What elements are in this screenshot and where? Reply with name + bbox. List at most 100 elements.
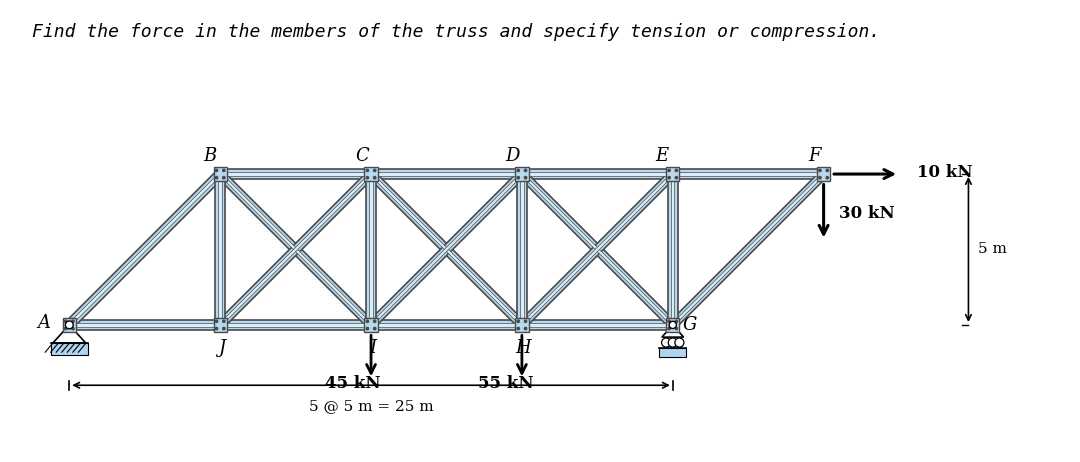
- Circle shape: [215, 320, 218, 322]
- Circle shape: [366, 320, 368, 322]
- Polygon shape: [673, 169, 824, 179]
- Polygon shape: [667, 174, 677, 325]
- Polygon shape: [217, 171, 374, 328]
- Polygon shape: [368, 171, 525, 328]
- Text: F: F: [808, 147, 821, 165]
- Circle shape: [667, 320, 671, 322]
- Text: A: A: [37, 315, 50, 332]
- Polygon shape: [662, 325, 684, 337]
- Text: Find the force in the members of the truss and specify tension or compression.: Find the force in the members of the tru…: [32, 23, 880, 41]
- Polygon shape: [69, 320, 220, 330]
- Polygon shape: [372, 320, 522, 330]
- Polygon shape: [521, 174, 524, 325]
- Text: B: B: [203, 147, 216, 165]
- Polygon shape: [672, 173, 825, 326]
- Circle shape: [66, 321, 73, 329]
- Bar: [51, 343, 87, 355]
- Text: I: I: [369, 339, 376, 357]
- Polygon shape: [68, 173, 221, 326]
- Bar: [816, 167, 831, 181]
- Text: E: E: [656, 147, 669, 165]
- Polygon shape: [218, 174, 221, 325]
- Circle shape: [517, 176, 519, 179]
- Polygon shape: [217, 171, 374, 328]
- Polygon shape: [372, 169, 522, 179]
- Polygon shape: [219, 173, 373, 326]
- Circle shape: [667, 169, 671, 171]
- Polygon shape: [521, 173, 674, 326]
- Circle shape: [525, 328, 527, 330]
- Circle shape: [374, 320, 376, 322]
- Bar: [515, 167, 528, 181]
- Polygon shape: [370, 173, 523, 326]
- Circle shape: [222, 320, 225, 322]
- Polygon shape: [372, 323, 522, 327]
- Text: H: H: [515, 339, 531, 357]
- Polygon shape: [372, 172, 522, 176]
- Text: J: J: [218, 339, 226, 357]
- Circle shape: [374, 328, 376, 330]
- Circle shape: [826, 169, 828, 171]
- Circle shape: [517, 328, 519, 330]
- Circle shape: [222, 328, 225, 330]
- Polygon shape: [517, 174, 527, 325]
- Bar: [364, 167, 378, 181]
- Polygon shape: [673, 172, 824, 176]
- Polygon shape: [369, 174, 373, 325]
- Circle shape: [669, 338, 677, 347]
- Circle shape: [675, 328, 677, 330]
- Polygon shape: [220, 169, 372, 179]
- Circle shape: [819, 176, 821, 179]
- Circle shape: [525, 176, 527, 179]
- Polygon shape: [220, 172, 372, 176]
- Text: C: C: [355, 147, 369, 165]
- Polygon shape: [366, 174, 376, 325]
- Circle shape: [675, 169, 677, 171]
- Polygon shape: [670, 171, 826, 328]
- Bar: [364, 318, 378, 332]
- Polygon shape: [518, 171, 676, 328]
- Circle shape: [826, 176, 828, 179]
- Polygon shape: [220, 323, 372, 327]
- Polygon shape: [215, 174, 225, 325]
- Circle shape: [222, 169, 225, 171]
- Circle shape: [675, 320, 677, 322]
- Circle shape: [65, 328, 67, 330]
- Circle shape: [366, 169, 368, 171]
- Polygon shape: [521, 173, 674, 326]
- Polygon shape: [370, 173, 523, 326]
- Circle shape: [65, 320, 67, 322]
- Polygon shape: [69, 323, 220, 327]
- Circle shape: [366, 328, 368, 330]
- Text: D: D: [505, 147, 521, 165]
- Polygon shape: [522, 323, 673, 327]
- Bar: [515, 318, 528, 332]
- Circle shape: [675, 176, 677, 179]
- Bar: [63, 318, 76, 332]
- Circle shape: [215, 169, 218, 171]
- Polygon shape: [522, 172, 673, 176]
- Polygon shape: [518, 171, 676, 328]
- Bar: [666, 318, 679, 332]
- Circle shape: [662, 338, 671, 347]
- Circle shape: [819, 169, 821, 171]
- Bar: [666, 167, 679, 181]
- Circle shape: [667, 328, 671, 330]
- Bar: [214, 167, 227, 181]
- Polygon shape: [66, 170, 224, 328]
- Polygon shape: [671, 174, 674, 325]
- Text: 45 kN: 45 kN: [325, 375, 380, 392]
- Circle shape: [215, 328, 218, 330]
- Polygon shape: [53, 325, 86, 343]
- Circle shape: [517, 169, 519, 171]
- Text: 30 kN: 30 kN: [839, 205, 894, 222]
- Bar: [214, 318, 227, 332]
- Polygon shape: [522, 169, 673, 179]
- Circle shape: [675, 338, 684, 347]
- Circle shape: [215, 176, 218, 179]
- Text: 5 m: 5 m: [977, 243, 1007, 256]
- Polygon shape: [219, 173, 373, 326]
- Circle shape: [525, 169, 527, 171]
- Circle shape: [71, 328, 75, 330]
- Circle shape: [374, 176, 376, 179]
